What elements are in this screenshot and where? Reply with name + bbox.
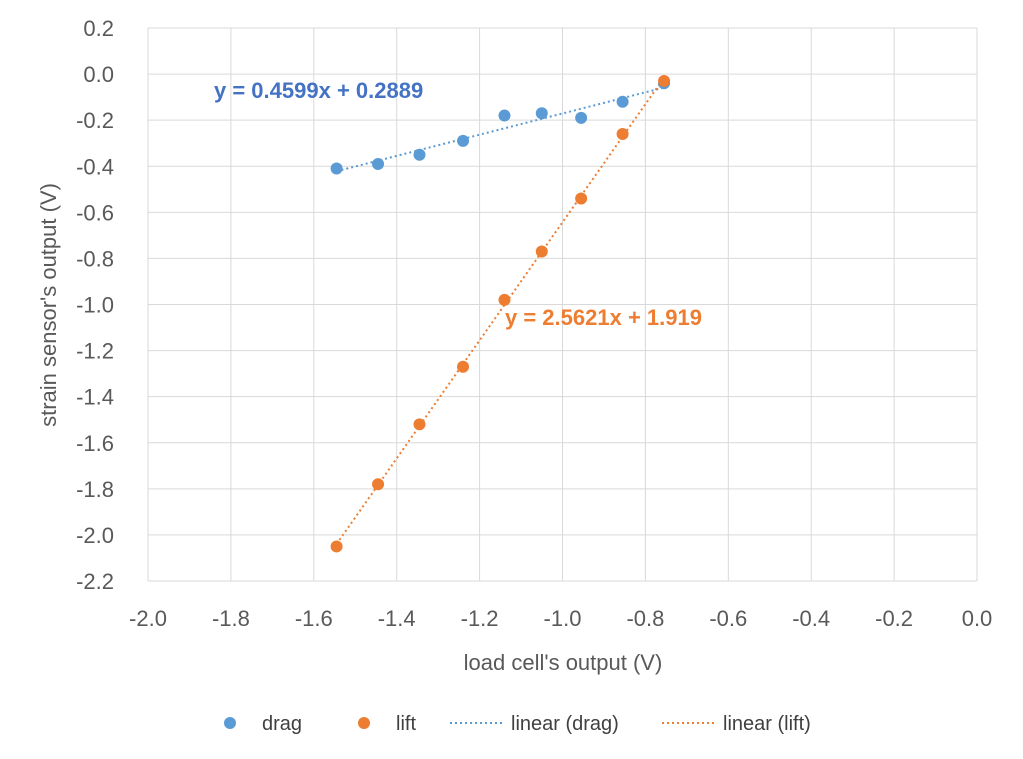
point-drag xyxy=(413,148,426,161)
x-tick-label: -1.4 xyxy=(378,606,416,631)
x-tick-label: -0.4 xyxy=(792,606,830,631)
point-drag xyxy=(457,134,470,147)
y-tick-label: -0.2 xyxy=(76,108,114,133)
eq-label-drag: y = 0.4599x + 0.2889 xyxy=(214,78,423,103)
point-drag xyxy=(372,157,385,170)
y-tick-label: -0.6 xyxy=(76,200,114,225)
point-lift xyxy=(658,74,671,87)
point-drag xyxy=(535,107,548,120)
data-points xyxy=(330,74,671,553)
legend-marker-lift xyxy=(358,717,370,729)
y-tick-label: -1.4 xyxy=(76,385,114,410)
legend-marker-drag xyxy=(224,717,236,729)
y-tick-label: -1.6 xyxy=(76,431,114,456)
y-tick-label: -1.2 xyxy=(76,339,114,364)
x-tick-label: 0.0 xyxy=(962,606,993,631)
point-drag xyxy=(575,111,588,124)
x-tick-labels: -2.0 -1.8 -1.6 -1.4 -1.2 -1.0 -0.8 -0.6 -0.4 -0.2… xyxy=(129,606,992,631)
x-tick-label: -1.0 xyxy=(544,606,582,631)
x-tick-label: -2.0 xyxy=(129,606,167,631)
point-lift xyxy=(330,540,343,553)
point-drag xyxy=(616,95,629,108)
y-tick-labels: 0.2 0.0 -0.2 -0.4 -0.6 -0.8 -1.0 -1.2 -1.4 -1.6 -1… xyxy=(76,16,114,594)
y-tick-label: -1.0 xyxy=(76,293,114,318)
y-tick-label: -2.0 xyxy=(76,523,114,548)
legend-label-linear-lift: linear (lift) xyxy=(723,713,811,735)
x-tick-label: -1.2 xyxy=(461,606,499,631)
legend-label-linear-drag: linear (drag) xyxy=(511,713,619,735)
x-tick-label: -0.2 xyxy=(875,606,913,631)
y-tick-label: -0.8 xyxy=(76,246,114,271)
y-axis-title: strain sensor's output (V) xyxy=(36,183,61,427)
point-drag xyxy=(330,162,343,175)
point-lift xyxy=(457,360,470,373)
legend-label-drag: drag xyxy=(262,713,302,735)
x-tick-label: -1.8 xyxy=(212,606,250,631)
point-lift xyxy=(616,127,629,140)
y-tick-label: -2.2 xyxy=(76,569,114,594)
x-tick-label: -0.6 xyxy=(709,606,747,631)
x-axis-title: load cell's output (V) xyxy=(464,650,663,675)
y-tick-label: -0.4 xyxy=(76,154,114,179)
y-tick-label: 0.2 xyxy=(83,16,114,41)
trendline-drag xyxy=(336,86,665,173)
point-lift xyxy=(535,245,548,258)
x-tick-label: -1.6 xyxy=(295,606,333,631)
point-lift xyxy=(498,293,511,306)
x-tick-label: -0.8 xyxy=(626,606,664,631)
point-lift xyxy=(575,192,588,205)
point-lift xyxy=(372,478,385,491)
y-tick-label: 0.0 xyxy=(83,62,114,87)
y-tick-label: -1.8 xyxy=(76,477,114,502)
eq-label-lift: y = 2.5621x + 1.919 xyxy=(505,305,702,330)
point-drag xyxy=(498,109,511,122)
point-lift xyxy=(413,418,426,431)
legend-label-lift: lift xyxy=(396,713,416,735)
grid-lines xyxy=(147,27,978,582)
trendlines xyxy=(335,77,665,545)
legend: drag lift linear (drag) linear (lift) xyxy=(224,713,811,735)
